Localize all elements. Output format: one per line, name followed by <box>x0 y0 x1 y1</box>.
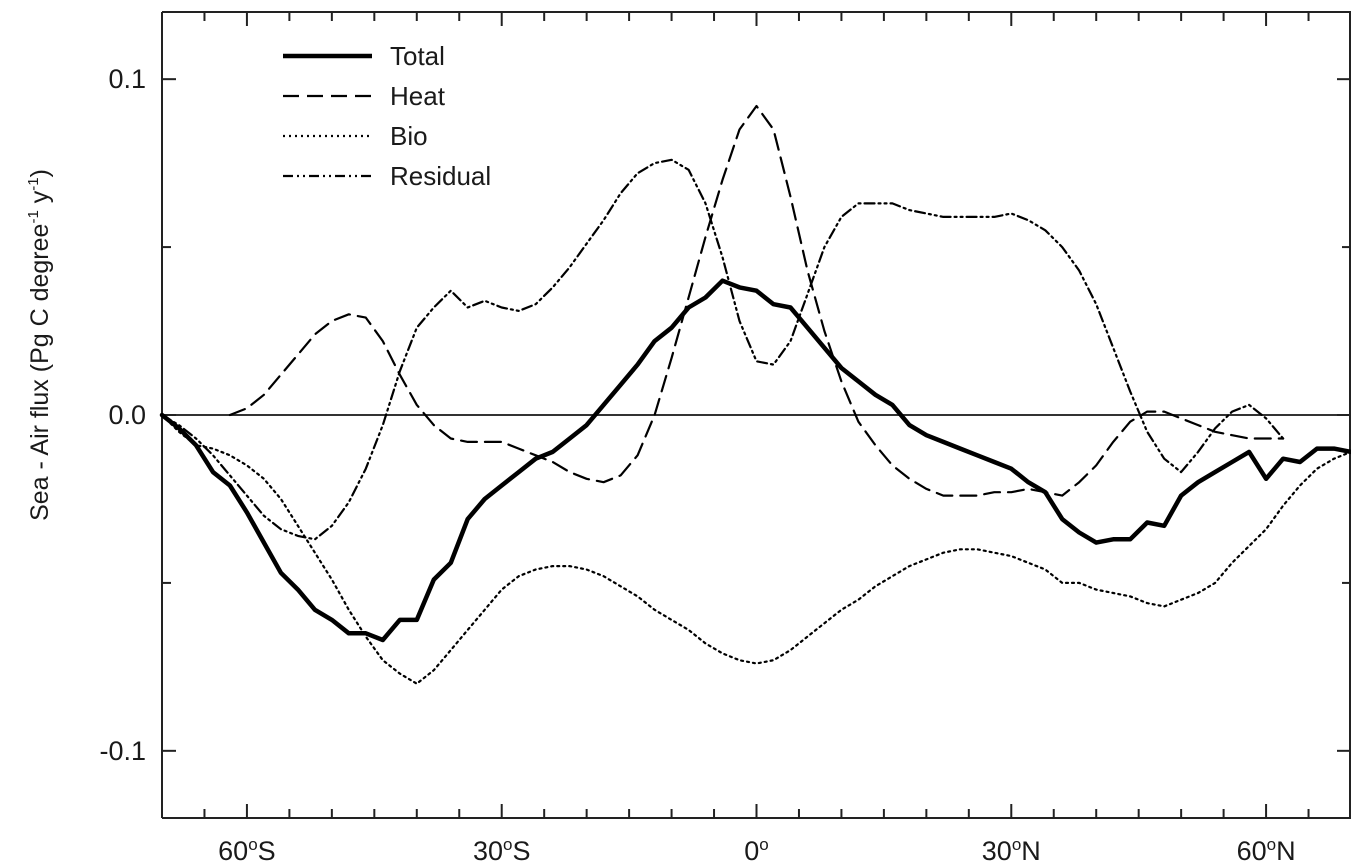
x-tick-label: 60oN <box>1237 835 1296 866</box>
series-line-total <box>159 278 1351 643</box>
y-tick-label: -0.1 <box>99 736 146 766</box>
x-tick-label: 60oS <box>218 835 276 866</box>
x-tick-label: 0o <box>744 835 769 866</box>
series-line-bio <box>160 413 1351 685</box>
legend-label-residual: Residual <box>390 161 491 191</box>
legend-label-total: Total <box>390 41 445 71</box>
series-line-heat <box>228 104 1285 497</box>
legend: Total Heat Bio Residual <box>283 41 491 191</box>
legend-label-bio: Bio <box>390 121 428 151</box>
axes: 0.1 0.0 -0.1 60oS 30oS 0o 30oN 60oN <box>99 11 1351 866</box>
legend-label-heat: Heat <box>390 81 446 111</box>
series-lines <box>159 104 1351 685</box>
y-tick-label: 0.0 <box>108 400 146 430</box>
series-line-residual <box>160 158 1285 541</box>
x-tick-label: 30oN <box>982 835 1041 866</box>
y-axis-label: Sea - Air flux (Pg C degree-1 y-1) <box>25 169 54 521</box>
y-tick-label: 0.1 <box>108 64 146 94</box>
x-tick-label: 30oS <box>473 835 531 866</box>
